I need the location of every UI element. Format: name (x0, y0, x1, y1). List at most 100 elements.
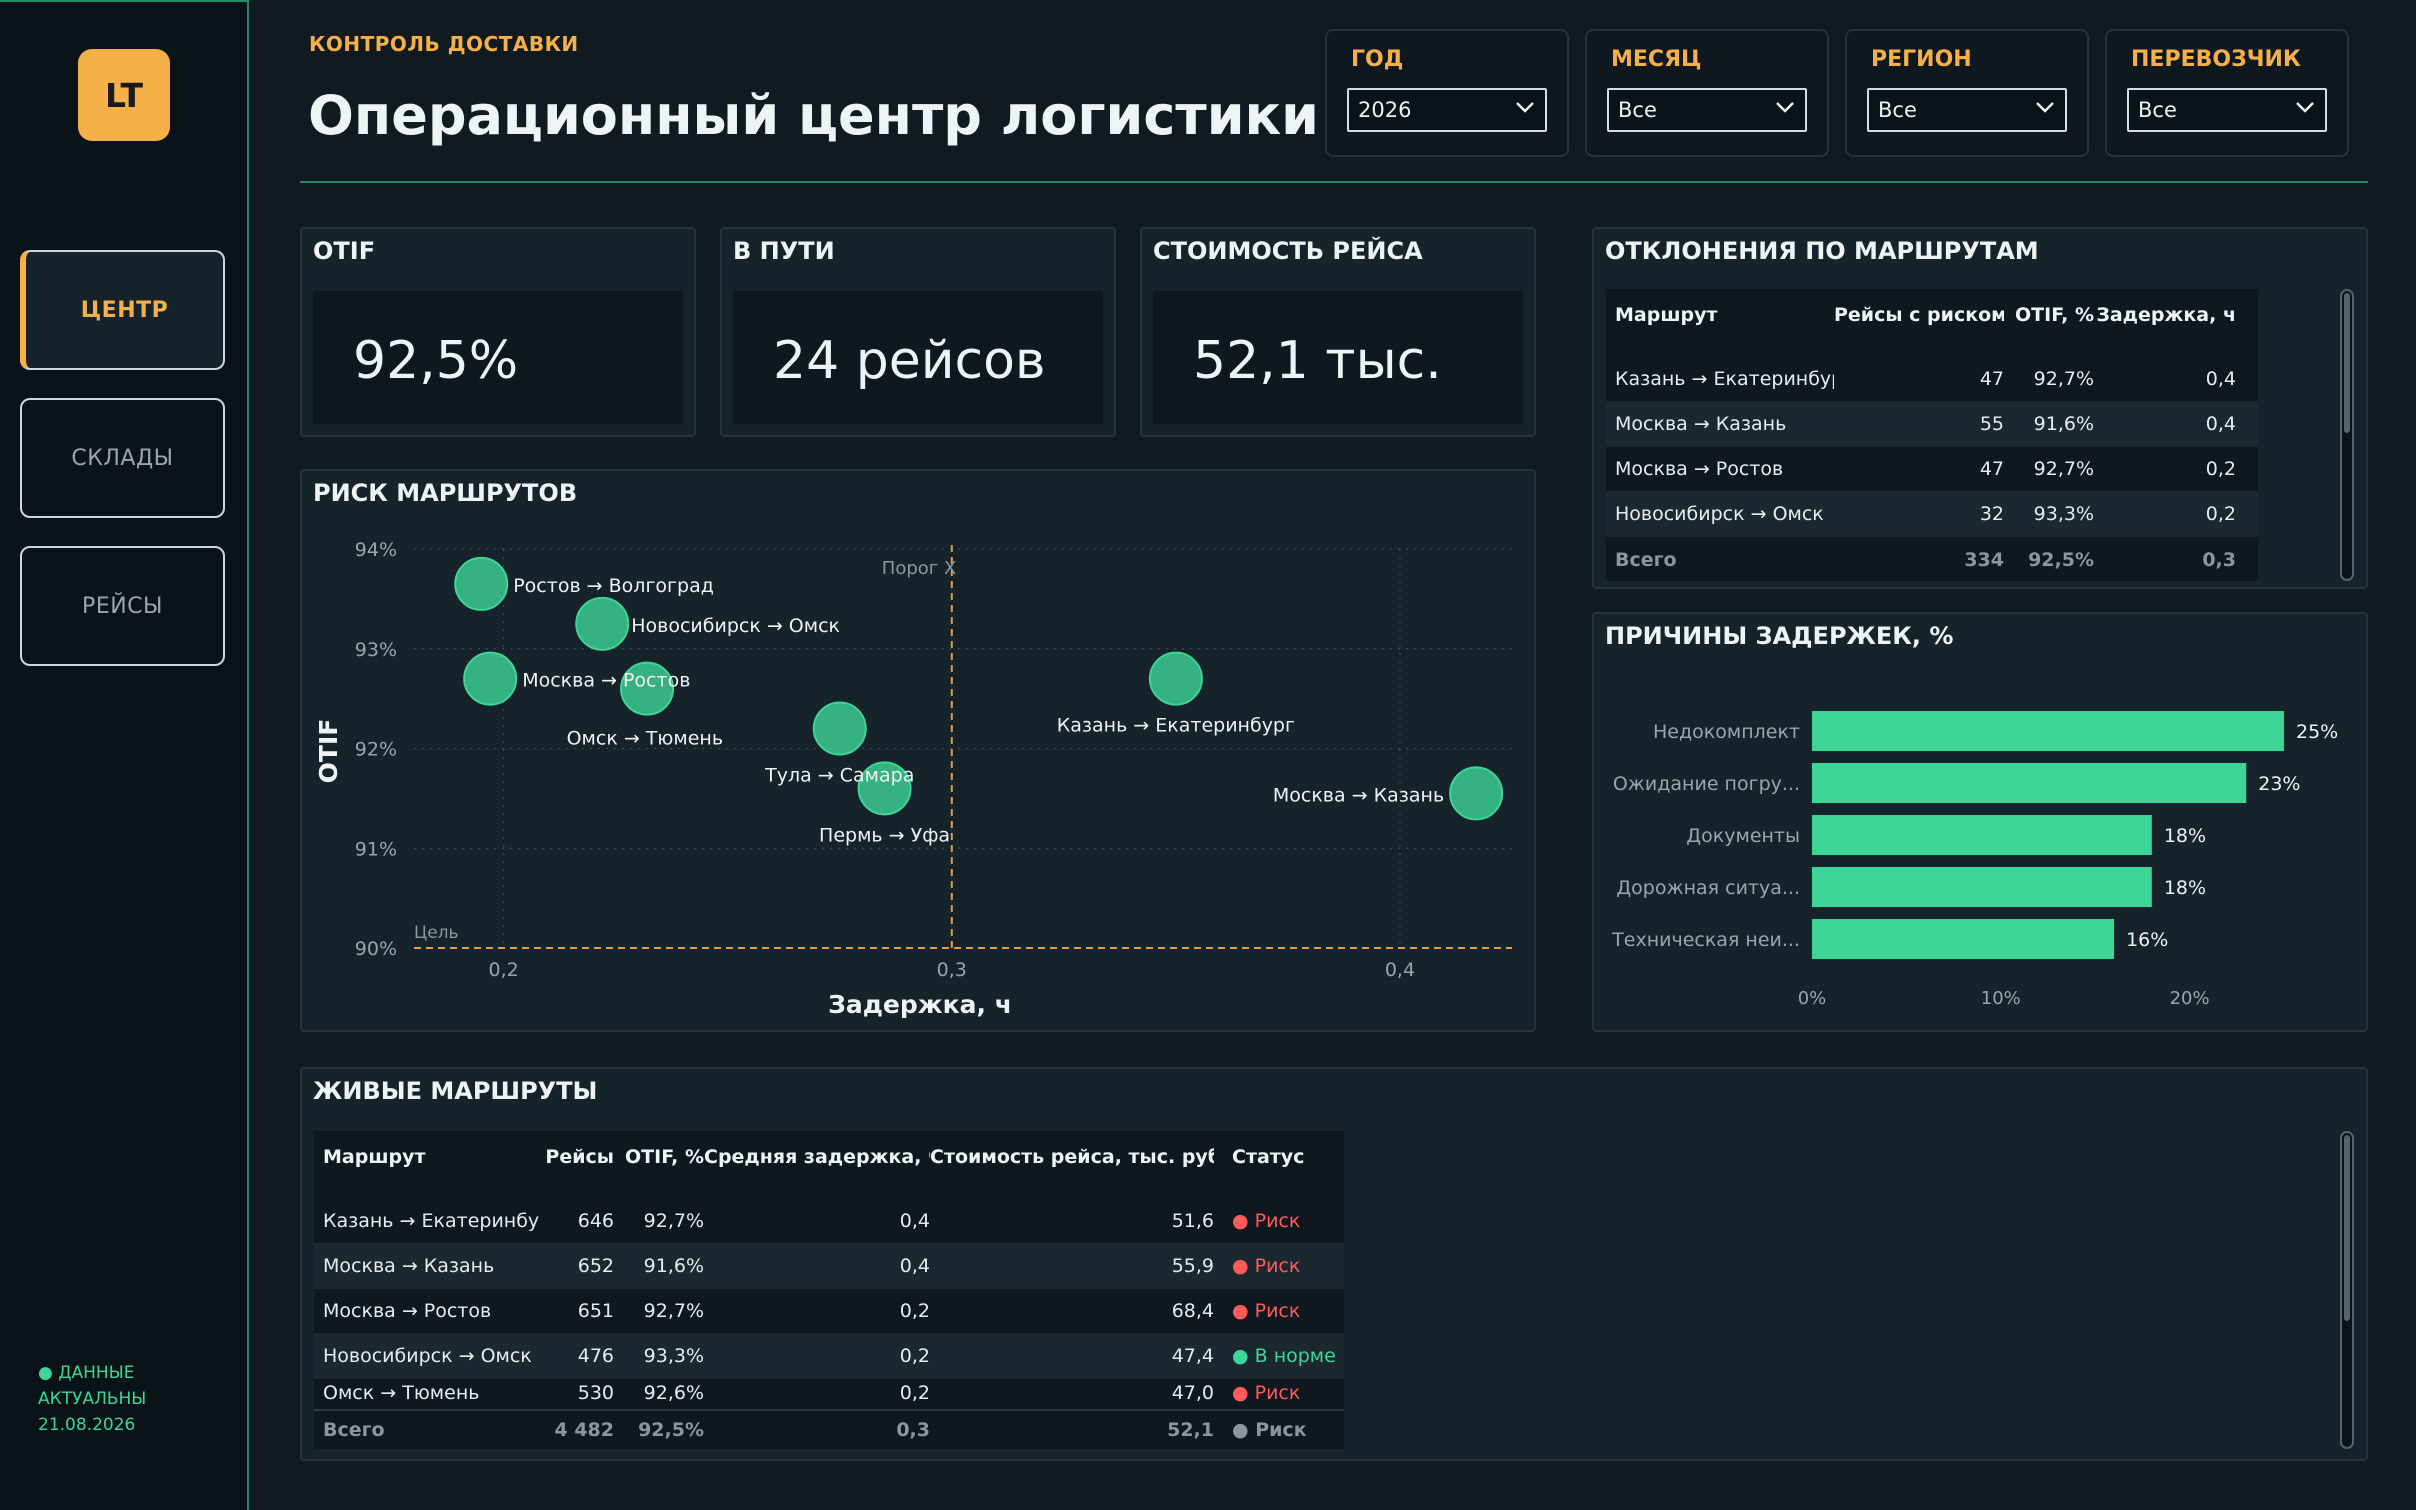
column-header[interactable]: Рейсы (545, 1146, 614, 1168)
delay-cell: 0,2 (2205, 458, 2236, 480)
route-cell: Москва → Казань (323, 1255, 495, 1277)
route-risk-title: РИСК МАРШРУТОВ (313, 479, 578, 507)
column-header[interactable]: Стоимость рейса, тыс. руб. (930, 1146, 1214, 1168)
column-header[interactable]: Статус (1232, 1146, 1305, 1168)
data-freshness-status: ● ДАННЫЕ АКТУАЛЬНЫ 21.08.2026 (38, 1360, 218, 1438)
risk-trips-cell: 32 (1979, 503, 2004, 525)
x-tick-label: 0,3 (937, 959, 967, 981)
filter-month-value: Все (1618, 98, 1657, 122)
filter-carrier-select[interactable]: Все (2127, 88, 2327, 132)
column-header[interactable]: OTIF, % (625, 1146, 704, 1168)
filter-year-label: ГОД (1351, 47, 1404, 72)
kpi-value-box: 24 рейсов (733, 291, 1103, 424)
filter-month-label: МЕСЯЦ (1611, 47, 1702, 72)
status-line-1: ● ДАННЫЕ (38, 1363, 135, 1383)
nav-item-center[interactable]: ЦЕНТР (20, 250, 225, 370)
column-header[interactable]: Маршрут (323, 1146, 426, 1168)
trips-cell: 646 (577, 1210, 614, 1232)
filter-year-value: 2026 (1358, 98, 1412, 122)
live-routes-table: Маршрут Рейсы OTIF, % Средняя задержка, … (314, 1131, 1344, 1449)
filter-region-select[interactable]: Все (1867, 88, 2067, 132)
otif-cell: 91,6% (2033, 413, 2094, 435)
chevron-down-icon (2036, 102, 2054, 113)
total-cost: 52,1 (1167, 1419, 1214, 1441)
table-total-row: Всего 4 482 92,5% 0,3 52,1 ● Риск (314, 1409, 1344, 1449)
table-row[interactable]: Москва → Ростов 651 92,7% 0,2 68,4 ● Риск (314, 1289, 1344, 1333)
cost-cell: 47,4 (1171, 1345, 1214, 1367)
nav-item-warehouses[interactable]: СКЛАДЫ (20, 398, 225, 518)
page-kicker: КОНТРОЛЬ ДОСТАВКИ (309, 32, 579, 56)
filter-year-select[interactable]: 2026 (1347, 88, 1547, 132)
risk-trips-cell: 47 (1979, 458, 2004, 480)
route-cell: Казань → Екатеринбург (1615, 368, 1834, 390)
column-header[interactable]: Рейсы с риском (1834, 304, 2004, 326)
filter-year: ГОД 2026 (1325, 29, 1569, 157)
y-tick-label: 94% (355, 539, 397, 561)
point-label: Казань → Екатеринбург (1057, 715, 1295, 737)
delay-cell: 0,4 (2205, 413, 2236, 435)
column-header[interactable]: Маршрут (1615, 304, 1718, 326)
delay-causes-chart: Недокомплект 25% Ожидание погру... 23% Докум… (1611, 711, 2338, 1009)
route-cell: Новосибирск → Омск (1615, 503, 1824, 525)
trips-cell: 476 (577, 1345, 614, 1367)
vertical-scrollbar[interactable] (2340, 1131, 2354, 1449)
x-tick-label: 0,4 (1385, 959, 1415, 981)
status-cell: ● Риск (1232, 1300, 1301, 1322)
table-row[interactable]: Москва → Казань 55 91,6% 0,4 (1606, 401, 2258, 447)
scatter-point (1449, 766, 1504, 821)
live-routes-card: ЖИВЫЕ МАРШРУТЫ Маршрут Рейсы OTIF, % Сре… (300, 1067, 2368, 1461)
nav-item-trips[interactable]: РЕЙСЫ (20, 546, 225, 666)
total-label: Всего (1615, 549, 1677, 571)
table-row[interactable]: Новосибирск → Омск 32 93,3% 0,2 (1606, 491, 2258, 537)
bar-category-label: Недокомплект (1653, 721, 1800, 743)
table-row[interactable]: Новосибирск → Омск 476 93,3% 0,2 47,4 ● В нор… (314, 1333, 1344, 1379)
vertical-scrollbar[interactable] (2340, 289, 2354, 581)
y-tick-label: 92% (355, 739, 397, 761)
trips-cell: 530 (577, 1382, 614, 1404)
y-tick-label: 90% (355, 938, 397, 960)
status-cell: ● Риск (1232, 1210, 1301, 1232)
otif-cell: 91,6% (643, 1255, 704, 1277)
cost-cell: 51,6 (1171, 1210, 1214, 1232)
filter-carrier-label: ПЕРЕВОЗЧИК (2131, 47, 2301, 72)
bar (1812, 815, 2152, 855)
chevron-down-icon (1776, 102, 1794, 113)
table-row[interactable]: Москва → Ростов 47 92,7% 0,2 (1606, 447, 2258, 491)
live-routes-title: ЖИВЫЕ МАРШРУТЫ (313, 1077, 598, 1105)
column-header[interactable]: OTIF, % (2015, 304, 2094, 326)
table-row[interactable]: Казань → Екатеринбург 646 92,7% 0,4 51,6 ● Ри… (314, 1199, 1344, 1243)
trips-cell: 651 (577, 1300, 614, 1322)
bar-value-label: 23% (2258, 773, 2300, 795)
scatter-point (575, 596, 630, 651)
route-cell: Москва → Ростов (1615, 458, 1784, 480)
kpi-value-box: 92,5% (313, 291, 683, 424)
kpi-card-otif: OTIF 92,5% (300, 227, 696, 437)
table-row[interactable]: Москва → Казань 652 91,6% 0,4 55,9 ● Риск (314, 1243, 1344, 1289)
route-cell: Москва → Казань (1615, 413, 1787, 435)
x-axis-title: Задержка, ч (828, 990, 1012, 1019)
column-header[interactable]: Задержка, ч (2096, 304, 2236, 326)
table-row[interactable]: Омск → Тюмень 530 92,6% 0,2 47,0 ● Риск (314, 1377, 1344, 1409)
route-cell: Новосибирск → Омск (323, 1345, 532, 1367)
otif-cell: 93,3% (643, 1345, 704, 1367)
app-logo: LT (78, 49, 170, 141)
table-total-row: Всего 334 92,5% 0,3 (1606, 539, 2258, 581)
bar-value-label: 18% (2164, 877, 2206, 899)
table-row[interactable]: Казань → Екатеринбург 47 92,7% 0,4 (1606, 357, 2258, 401)
column-header[interactable]: Средняя задержка, ч (704, 1146, 930, 1168)
otif-cell: 92,7% (643, 1210, 704, 1232)
delay-cell: 0,4 (899, 1210, 930, 1232)
scrollbar-thumb[interactable] (2344, 293, 2350, 433)
risk-trips-cell: 47 (1979, 368, 2004, 390)
chevron-down-icon (2296, 102, 2314, 113)
route-risk-chart: 90% 91% 92% 93% 94% 0,2 0,3 0,4 Порог X Цель Задер… (314, 539, 1512, 1019)
scatter-point (812, 701, 867, 756)
scrollbar-thumb[interactable] (2344, 1135, 2350, 1321)
kpi-value: 52,1 тыс. (1193, 331, 1442, 391)
bar-category-label: Ожидание погру... (1613, 773, 1800, 795)
filter-month-select[interactable]: Все (1607, 88, 1807, 132)
bar (1812, 763, 2247, 803)
route-risk-card: РИСК МАРШРУТОВ 90% 91% 92% 93% 94% 0,2 0,3 0,4 П… (300, 469, 1536, 1032)
x-tick-label: 0,2 (489, 959, 519, 981)
kpi-value: 24 рейсов (773, 331, 1046, 391)
